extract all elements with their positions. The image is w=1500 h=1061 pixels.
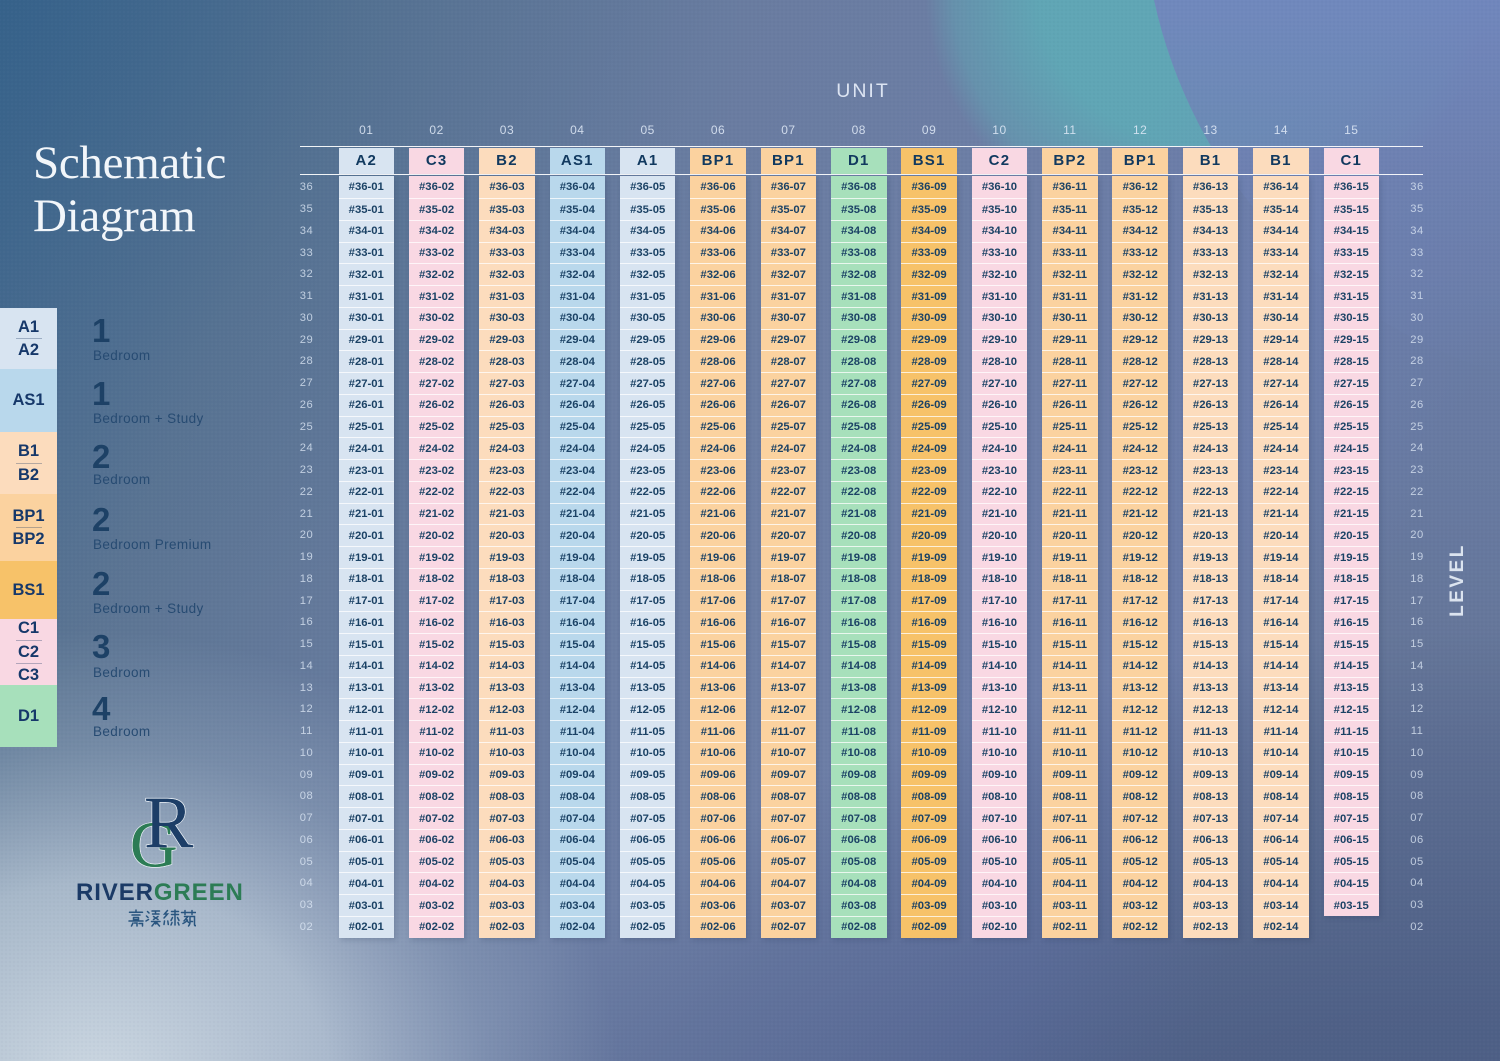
svg-text:R: R: [144, 783, 194, 865]
svg-text:G: G: [130, 809, 178, 882]
svg-text:R: R: [144, 783, 194, 865]
svg-text:G: G: [130, 809, 178, 882]
